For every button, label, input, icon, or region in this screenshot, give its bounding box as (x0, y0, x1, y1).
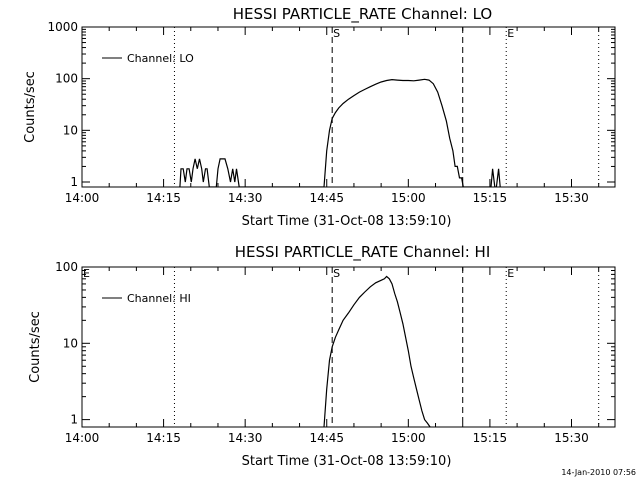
p2-x-tick-label-3: 14:45 (309, 431, 344, 445)
p1-y-tick-label-0: 1 (70, 175, 78, 189)
p1-y-tick-label-1: 10 (63, 123, 78, 137)
p2-x-axis-label: Start Time (31-Oct-08 13:59:10) (242, 454, 452, 469)
p1-marker-label-e-3: E (507, 27, 514, 40)
p2-marker-label-e-4: E (507, 267, 514, 280)
p1-legend-label: Channel: LO (127, 52, 194, 65)
p1-marker-label-s-1: S (333, 27, 340, 40)
p2-x-tick-label-2: 14:30 (228, 431, 263, 445)
p1-x-tick-label-6: 15:30 (554, 191, 589, 205)
p1-x-tick-label-2: 14:30 (228, 191, 263, 205)
p1-plot-frame (81, 26, 616, 188)
p2-x-tick-label-0: 14:00 (65, 431, 100, 445)
p1-x-tick-label-3: 14:45 (309, 191, 344, 205)
p2-x-tick-label-4: 15:00 (391, 431, 426, 445)
p2-x-tick-label-1: 14:15 (146, 431, 181, 445)
p1-y-tick-label-2: 100 (55, 72, 78, 86)
p2-chart-title: HESSI PARTICLE_RATE Channel: HI (235, 243, 491, 262)
p2-y-axis-label: Counts/sec (28, 311, 43, 383)
p1-chart-title: HESSI PARTICLE_RATE Channel: LO (233, 5, 492, 24)
p1-series-line-0 (179, 78, 501, 187)
p2-y-tick-label-0: 1 (70, 413, 78, 427)
p2-series-line-0 (323, 275, 431, 427)
p2-y-tick-label-2: 100 (55, 260, 78, 274)
p1-x-tick-label-4: 15:00 (391, 191, 426, 205)
p2-plot-frame (81, 266, 616, 428)
p1-y-tick-label-3: 1000 (47, 20, 78, 34)
timestamp: 14-Jan-2010 07:56 (561, 468, 636, 477)
p1-x-axis-label: Start Time (31-Oct-08 13:59:10) (242, 214, 452, 229)
p2-x-tick-label-6: 15:30 (554, 431, 589, 445)
p1-x-tick-label-5: 15:15 (473, 191, 508, 205)
p1-x-tick-label-0: 14:00 (65, 191, 100, 205)
p2-x-tick-label-5: 15:15 (473, 431, 508, 445)
p1-x-tick-label-1: 14:15 (146, 191, 181, 205)
p2-y-tick-label-1: 10 (63, 336, 78, 350)
p1-y-axis-label: Counts/sec (23, 71, 38, 143)
p2-marker-label-e-0: E (83, 267, 90, 280)
p2-legend-label: Channel: HI (127, 292, 191, 305)
p2-marker-label-s-2: S (333, 267, 340, 280)
